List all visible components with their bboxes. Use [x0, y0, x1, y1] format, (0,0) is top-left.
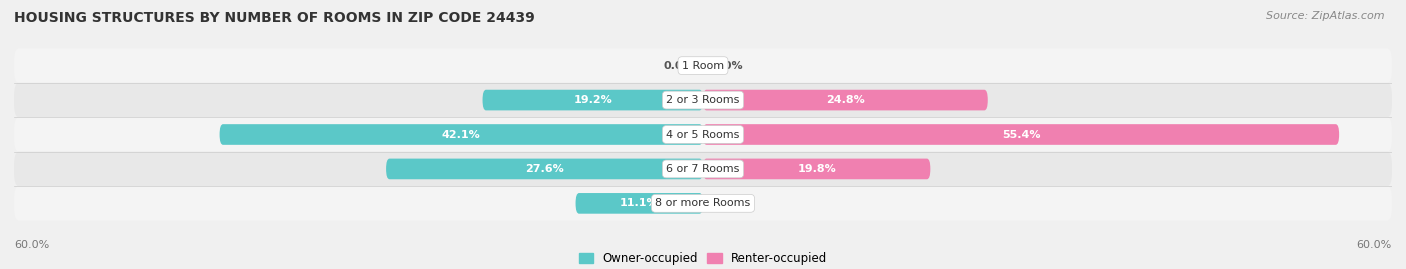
Text: 60.0%: 60.0% — [14, 239, 49, 250]
Text: 55.4%: 55.4% — [1002, 129, 1040, 140]
Text: HOUSING STRUCTURES BY NUMBER OF ROOMS IN ZIP CODE 24439: HOUSING STRUCTURES BY NUMBER OF ROOMS IN… — [14, 11, 534, 25]
Text: 4 or 5 Rooms: 4 or 5 Rooms — [666, 129, 740, 140]
FancyBboxPatch shape — [219, 124, 703, 145]
Text: 11.1%: 11.1% — [620, 198, 658, 208]
Text: 2 or 3 Rooms: 2 or 3 Rooms — [666, 95, 740, 105]
Text: 0.0%: 0.0% — [664, 61, 693, 71]
FancyBboxPatch shape — [703, 124, 1339, 145]
Text: 19.8%: 19.8% — [797, 164, 837, 174]
FancyBboxPatch shape — [575, 193, 703, 214]
FancyBboxPatch shape — [14, 117, 1392, 152]
Text: Source: ZipAtlas.com: Source: ZipAtlas.com — [1267, 11, 1385, 21]
Legend: Owner-occupied, Renter-occupied: Owner-occupied, Renter-occupied — [574, 247, 832, 269]
FancyBboxPatch shape — [482, 90, 703, 110]
Text: 27.6%: 27.6% — [526, 164, 564, 174]
FancyBboxPatch shape — [14, 83, 1392, 117]
Text: 60.0%: 60.0% — [1357, 239, 1392, 250]
Text: 0.0%: 0.0% — [713, 198, 742, 208]
Text: 6 or 7 Rooms: 6 or 7 Rooms — [666, 164, 740, 174]
FancyBboxPatch shape — [703, 159, 931, 179]
FancyBboxPatch shape — [14, 186, 1392, 221]
FancyBboxPatch shape — [387, 159, 703, 179]
Text: 42.1%: 42.1% — [441, 129, 481, 140]
Text: 19.2%: 19.2% — [574, 95, 612, 105]
FancyBboxPatch shape — [14, 48, 1392, 83]
Text: 8 or more Rooms: 8 or more Rooms — [655, 198, 751, 208]
FancyBboxPatch shape — [703, 90, 988, 110]
Text: 24.8%: 24.8% — [825, 95, 865, 105]
FancyBboxPatch shape — [14, 152, 1392, 186]
Text: 0.0%: 0.0% — [713, 61, 742, 71]
Text: 1 Room: 1 Room — [682, 61, 724, 71]
